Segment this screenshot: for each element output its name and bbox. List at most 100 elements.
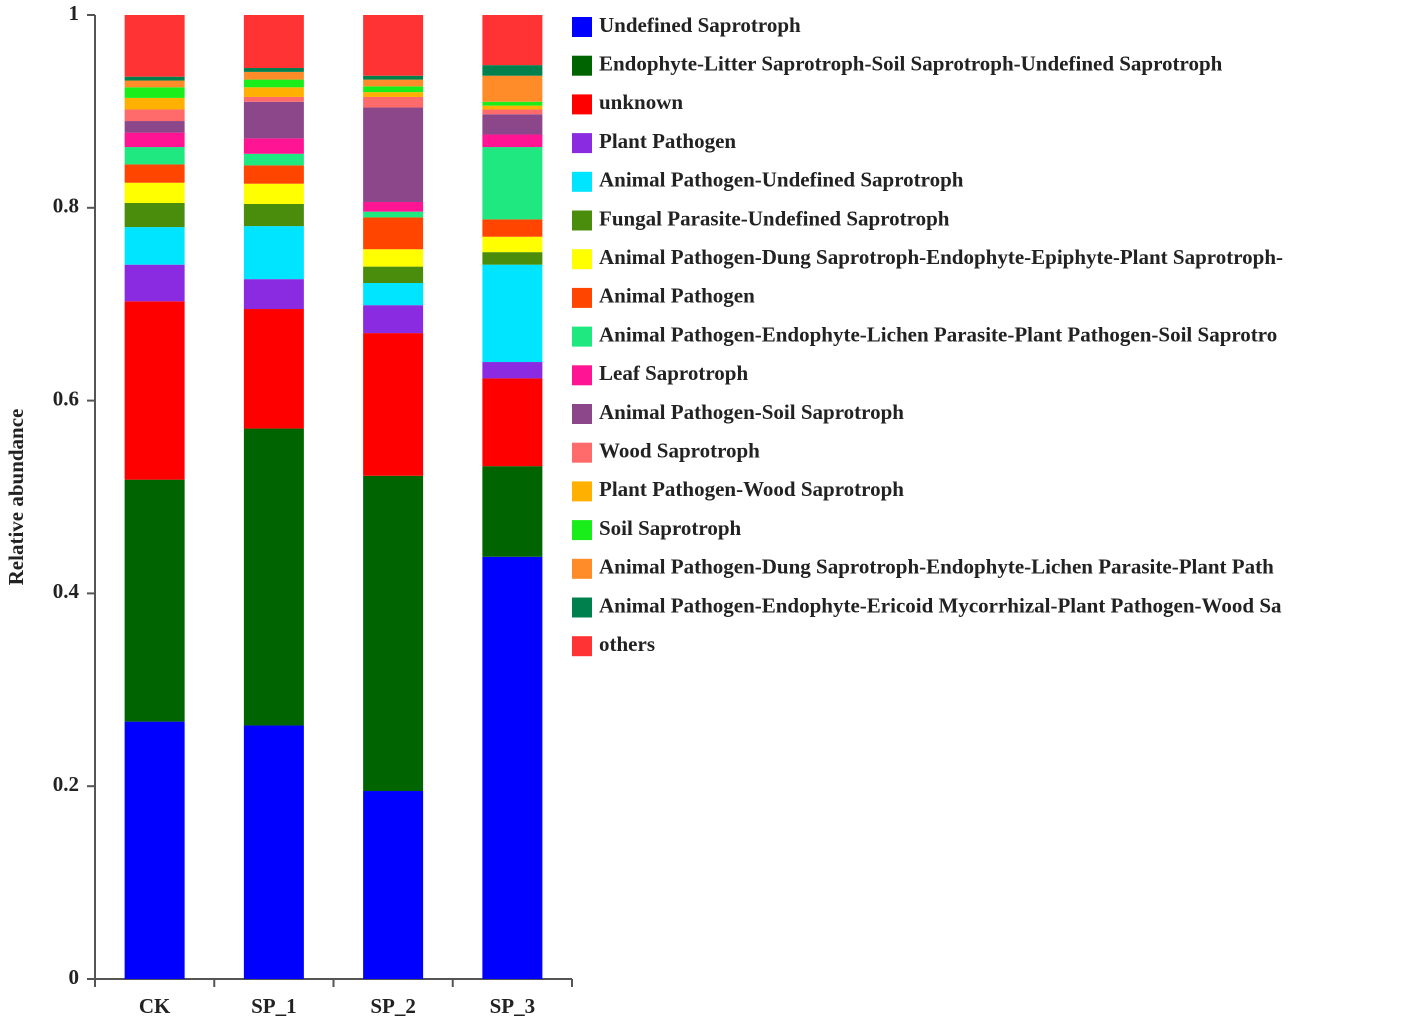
x-tick-label: SP_3 (490, 994, 536, 1018)
bar-segment (363, 15, 424, 76)
bar-segment (482, 362, 543, 379)
bar-segment (243, 725, 304, 979)
bar-segment (363, 92, 424, 97)
bar-segment (482, 219, 543, 237)
bar-segment (363, 333, 424, 476)
bar-segment (243, 183, 304, 204)
legend-swatch (572, 17, 592, 37)
bar-segment (363, 86, 424, 93)
bar-segment (482, 114, 543, 135)
bar-segment (124, 182, 185, 203)
legend-label: Endophyte-Litter Saprotroph-Soil Saprotr… (599, 52, 1223, 76)
legend-swatch (572, 404, 592, 424)
bar-segment (363, 75, 424, 80)
legend-label: Animal Pathogen (599, 284, 755, 308)
y-tick-label: 0.2 (53, 772, 79, 796)
bar-segment (243, 309, 304, 429)
bar-segment (482, 101, 543, 106)
bar-segment (482, 147, 543, 220)
legend-swatch (572, 597, 592, 618)
bar-segment (243, 279, 304, 310)
legend-swatch (572, 55, 592, 76)
bar-segment (363, 475, 424, 792)
bar-segment (243, 101, 304, 139)
bar-segment (363, 202, 424, 212)
bar-segment (243, 87, 304, 97)
legend-label: unknown (599, 90, 683, 114)
legend-swatch (572, 210, 592, 231)
legend-label: Animal Pathogen-Dung Saprotroph-Endophyt… (599, 555, 1274, 579)
y-tick-label: 0.6 (53, 386, 79, 410)
legend-swatch (572, 287, 592, 308)
bar-segment (363, 249, 424, 267)
bar-segment (363, 791, 424, 979)
bar-segment (363, 266, 424, 283)
bar-segment (482, 466, 543, 557)
bar-segment (363, 211, 424, 218)
legend-swatch (572, 133, 592, 154)
bar-segment (243, 203, 304, 227)
bar-segment (243, 71, 304, 80)
legend-label: Leaf Saprotroph (599, 361, 748, 385)
legend-swatch (572, 94, 592, 115)
x-tick-label: SP_1 (251, 994, 297, 1018)
bar-segment (124, 721, 185, 979)
y-axis-label: Relative abundance (4, 409, 28, 586)
bar-segment (124, 97, 185, 110)
bar-segment (124, 87, 185, 98)
legend-label: Plant Pathogen (599, 129, 736, 153)
bar-segment (482, 264, 543, 363)
bar-segment (243, 165, 304, 184)
legend-swatch (572, 326, 592, 347)
y-tick-label: 1 (69, 1, 80, 25)
legend-swatch (572, 365, 592, 386)
bar-segment (482, 109, 543, 115)
y-tick-label: 0.8 (53, 194, 79, 218)
bar-segment (243, 15, 304, 69)
bar-segment (124, 109, 185, 122)
bar-segment (124, 121, 185, 133)
bar-segment (243, 226, 304, 280)
bar-segment (124, 164, 185, 183)
x-tick-label: SP_2 (370, 994, 416, 1018)
legend-swatch (572, 558, 592, 579)
bar-segment (124, 147, 185, 165)
bar-segment (482, 65, 543, 76)
bar-segment (363, 96, 424, 108)
bar-segment (243, 428, 304, 726)
y-tick-label: 0 (69, 965, 80, 989)
bar-segment (124, 301, 185, 480)
bar-segment (124, 132, 185, 148)
bar-segment (482, 236, 543, 253)
bar-segment (363, 79, 424, 87)
legend-swatch (572, 481, 592, 502)
legend-label: Animal Pathogen-Dung Saprotroph-Endophyt… (599, 245, 1283, 269)
bar-segment (124, 479, 185, 722)
legend-label: Animal Pathogen-Endophyte-Lichen Parasit… (599, 322, 1277, 346)
bar-segment (124, 202, 185, 228)
bar-segment (124, 15, 185, 77)
bar-segment (243, 96, 304, 102)
bar-segment (124, 227, 185, 265)
bar-segment (363, 305, 424, 334)
legend-label: Wood Saprotroph (599, 439, 760, 463)
bar-segment (482, 15, 543, 66)
bar-segment (124, 76, 185, 81)
bar-segment (482, 105, 543, 110)
legend-label: Undefined Saprotroph (599, 13, 801, 37)
bar-segment (243, 68, 304, 72)
legend-swatch (572, 442, 592, 463)
bar-segment (124, 80, 185, 88)
bar-segment (482, 556, 543, 979)
bar-segment (482, 378, 543, 467)
legend-swatch (572, 636, 592, 657)
legend-label: Soil Saprotroph (599, 516, 742, 540)
legend-label: Animal Pathogen-Endophyte-Ericoid Mycorr… (599, 593, 1282, 617)
legend-swatch (572, 249, 592, 270)
legend-label: Fungal Parasite-Undefined Saprotroph (599, 206, 950, 230)
legend-label: Animal Pathogen-Soil Saprotroph (599, 400, 904, 424)
bar-segment (482, 134, 543, 148)
bar-segment (482, 75, 543, 102)
y-tick-label: 0.4 (53, 579, 80, 603)
